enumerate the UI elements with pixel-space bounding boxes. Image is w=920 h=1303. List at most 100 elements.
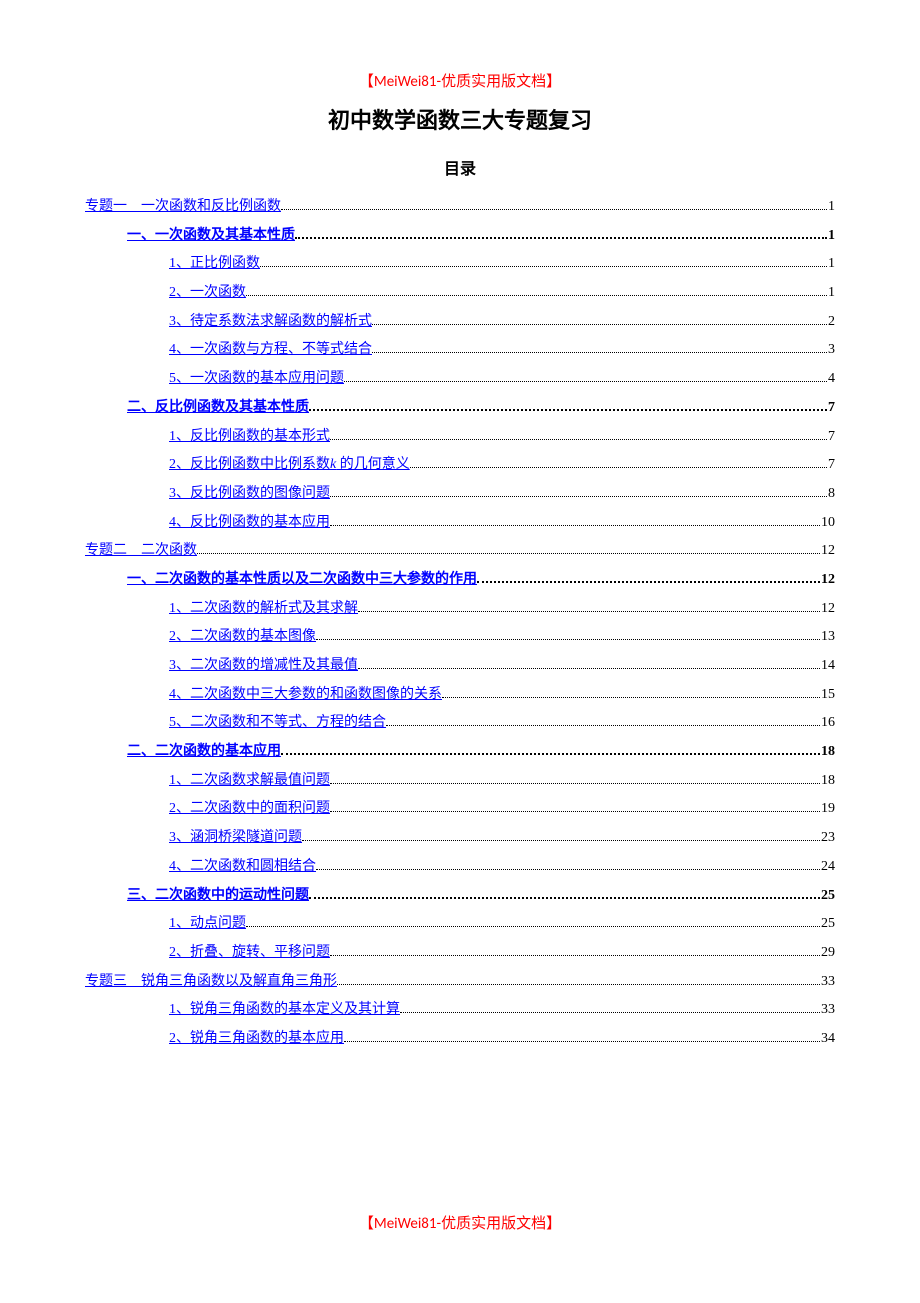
- toc-leader-dots: [309, 897, 820, 899]
- toc-entry-link[interactable]: 专题二 二次函数: [85, 537, 197, 566]
- toc-leader-dots: [281, 753, 820, 755]
- toc-entry: 1、二次函数求解最值问题 18: [85, 767, 835, 796]
- toc-page-number: 13: [821, 623, 835, 652]
- toc-entry: 4、二次函数中三大参数的和函数图像的关系15: [85, 681, 835, 710]
- toc-entry: 1、反比例函数的基本形式 7: [85, 423, 835, 452]
- toc-entry: 1、正比例函数 1: [85, 250, 835, 279]
- toc-entry: 2、折叠、旋转、平移问题 29: [85, 939, 835, 968]
- toc-entry-link[interactable]: 4、二次函数和圆相结合: [169, 853, 316, 882]
- toc-entry-link[interactable]: 3、二次函数的增减性及其最值: [169, 652, 358, 681]
- toc-entry-link[interactable]: 5、二次函数和不等式、方程的结合: [169, 709, 386, 738]
- toc-page-number: 7: [828, 451, 835, 480]
- toc-entry-link[interactable]: 3、反比例函数的图像问题: [169, 480, 330, 509]
- toc-leader-dots: [442, 697, 820, 698]
- toc-entry: 3、待定系数法求解函数的解析式2: [85, 308, 835, 337]
- toc-entry-link[interactable]: 二、反比例函数及其基本性质: [127, 394, 309, 423]
- toc-entry-link[interactable]: 专题一 一次函数和反比例函数: [85, 193, 281, 222]
- toc-entry: 专题三 锐角三角函数以及解直角三角形 33: [85, 968, 835, 997]
- toc-entry-link[interactable]: 2、二次函数的基本图像: [169, 623, 316, 652]
- toc-entry-link[interactable]: 1、反比例函数的基本形式: [169, 423, 330, 452]
- toc-page-number: 18: [821, 767, 835, 796]
- toc-leader-dots: [330, 783, 820, 784]
- toc-page-number: 7: [828, 423, 835, 452]
- toc-entry: 3、反比例函数的图像问题 8: [85, 480, 835, 509]
- toc-entry-link[interactable]: 2、一次函数: [169, 279, 246, 308]
- toc-page-number: 3: [828, 336, 835, 365]
- toc-entry: 4、一次函数与方程、不等式结合 3: [85, 336, 835, 365]
- toc-page-number: 23: [821, 824, 835, 853]
- toc-leader-dots: [344, 1041, 820, 1042]
- toc-entry-link[interactable]: 2、二次函数中的面积问题: [169, 795, 330, 824]
- toc-page-number: 19: [821, 795, 835, 824]
- toc-page-number: 12: [821, 537, 835, 566]
- toc-page-number: 34: [821, 1025, 835, 1054]
- toc-leader-dots: [330, 811, 820, 812]
- toc-entry-link[interactable]: 5、一次函数的基本应用问题: [169, 365, 344, 394]
- toc-entry: 一、一次函数及其基本性质 1: [85, 222, 835, 251]
- toc-page-number: 1: [828, 250, 835, 279]
- toc-page-number: 33: [821, 968, 835, 997]
- toc-leader-dots: [358, 611, 820, 612]
- toc-entry-link[interactable]: 1、锐角三角函数的基本定义及其计算: [169, 996, 400, 1025]
- toc-leader-dots: [302, 840, 820, 841]
- toc-page-number: 25: [821, 910, 835, 939]
- toc-leader-dots: [260, 266, 827, 267]
- header-tag: 【MeiWei81-优质实用版文档】: [85, 70, 835, 91]
- toc-page-number: 1: [828, 279, 835, 308]
- toc-entry: 2、反比例函数中比例系数k 的几何意义 7: [85, 451, 835, 480]
- toc-entry: 2、锐角三角函数的基本应用 34: [85, 1025, 835, 1054]
- toc-entry-link[interactable]: 3、涵洞桥梁隧道问题: [169, 824, 302, 853]
- toc-page-number: 7: [828, 394, 835, 423]
- toc-entry-link[interactable]: 专题三 锐角三角函数以及解直角三角形: [85, 968, 337, 997]
- toc-page-number: 12: [821, 566, 835, 595]
- toc-entry: 4、二次函数和圆相结合24: [85, 853, 835, 882]
- toc-page-number: 18: [821, 738, 835, 767]
- toc-entry: 4、反比例函数的基本应用 10: [85, 509, 835, 538]
- toc-leader-dots: [330, 496, 827, 497]
- toc-entry: 专题一 一次函数和反比例函数1: [85, 193, 835, 222]
- toc-leader-dots: [316, 639, 820, 640]
- toc-leader-dots: [330, 525, 820, 526]
- toc-entry-link[interactable]: 4、反比例函数的基本应用: [169, 509, 330, 538]
- toc-entry-link[interactable]: 2、锐角三角函数的基本应用: [169, 1025, 344, 1054]
- toc-entry-link[interactable]: 1、正比例函数: [169, 250, 260, 279]
- toc-entry-link[interactable]: 1、二次函数求解最值问题: [169, 767, 330, 796]
- toc-page-number: 29: [821, 939, 835, 968]
- toc-page-number: 16: [821, 709, 835, 738]
- toc-entry-link[interactable]: 3、待定系数法求解函数的解析式: [169, 308, 372, 337]
- toc-leader-dots: [295, 237, 827, 239]
- toc-entry: 2、一次函数 1: [85, 279, 835, 308]
- toc-entry-link[interactable]: 二、二次函数的基本应用: [127, 738, 281, 767]
- toc-leader-dots: [372, 352, 827, 353]
- toc-entry-link[interactable]: 1、动点问题: [169, 910, 246, 939]
- toc-entry: 三、二次函数中的运动性问题25: [85, 882, 835, 911]
- toc-leader-dots: [197, 553, 820, 554]
- toc-entry-link[interactable]: 4、一次函数与方程、不等式结合: [169, 336, 372, 365]
- toc-leader-dots: [246, 295, 827, 296]
- toc-entry-link[interactable]: 2、折叠、旋转、平移问题: [169, 939, 330, 968]
- toc-entry-link[interactable]: 4、二次函数中三大参数的和函数图像的关系: [169, 681, 442, 710]
- toc-page-number: 33: [821, 996, 835, 1025]
- footer-tag: 【MeiWei81-优质实用版文档】: [0, 1212, 920, 1233]
- toc-entry: 2、二次函数中的面积问题 19: [85, 795, 835, 824]
- toc-entry: 1、动点问题 25: [85, 910, 835, 939]
- toc-entry: 2、二次函数的基本图像 13: [85, 623, 835, 652]
- toc-entry-link[interactable]: 三、二次函数中的运动性问题: [127, 882, 309, 911]
- toc-page-number: 14: [821, 652, 835, 681]
- toc-leader-dots: [309, 409, 827, 411]
- toc-leader-dots: [386, 725, 820, 726]
- toc-entry-link[interactable]: 1、二次函数的解析式及其求解: [169, 595, 358, 624]
- toc-entry-link[interactable]: 2、反比例函数中比例系数k 的几何意义: [169, 451, 410, 480]
- toc-page-number: 10: [821, 509, 835, 538]
- toc-leader-dots: [281, 209, 827, 210]
- toc-leader-dots: [316, 869, 820, 870]
- toc-page-number: 8: [828, 480, 835, 509]
- toc-page-number: 1: [828, 222, 835, 251]
- toc-entry-link[interactable]: 一、二次函数的基本性质以及二次函数中三大参数的作用: [127, 566, 477, 595]
- toc-page-number: 4: [828, 365, 835, 394]
- toc-entry-link[interactable]: 一、一次函数及其基本性质: [127, 222, 295, 251]
- table-of-contents: 专题一 一次函数和反比例函数1一、一次函数及其基本性质11、正比例函数12、一次…: [85, 193, 835, 1054]
- toc-leader-dots: [410, 467, 827, 468]
- toc-leader-dots: [400, 1012, 820, 1013]
- toc-entry: 5、二次函数和不等式、方程的结合 16: [85, 709, 835, 738]
